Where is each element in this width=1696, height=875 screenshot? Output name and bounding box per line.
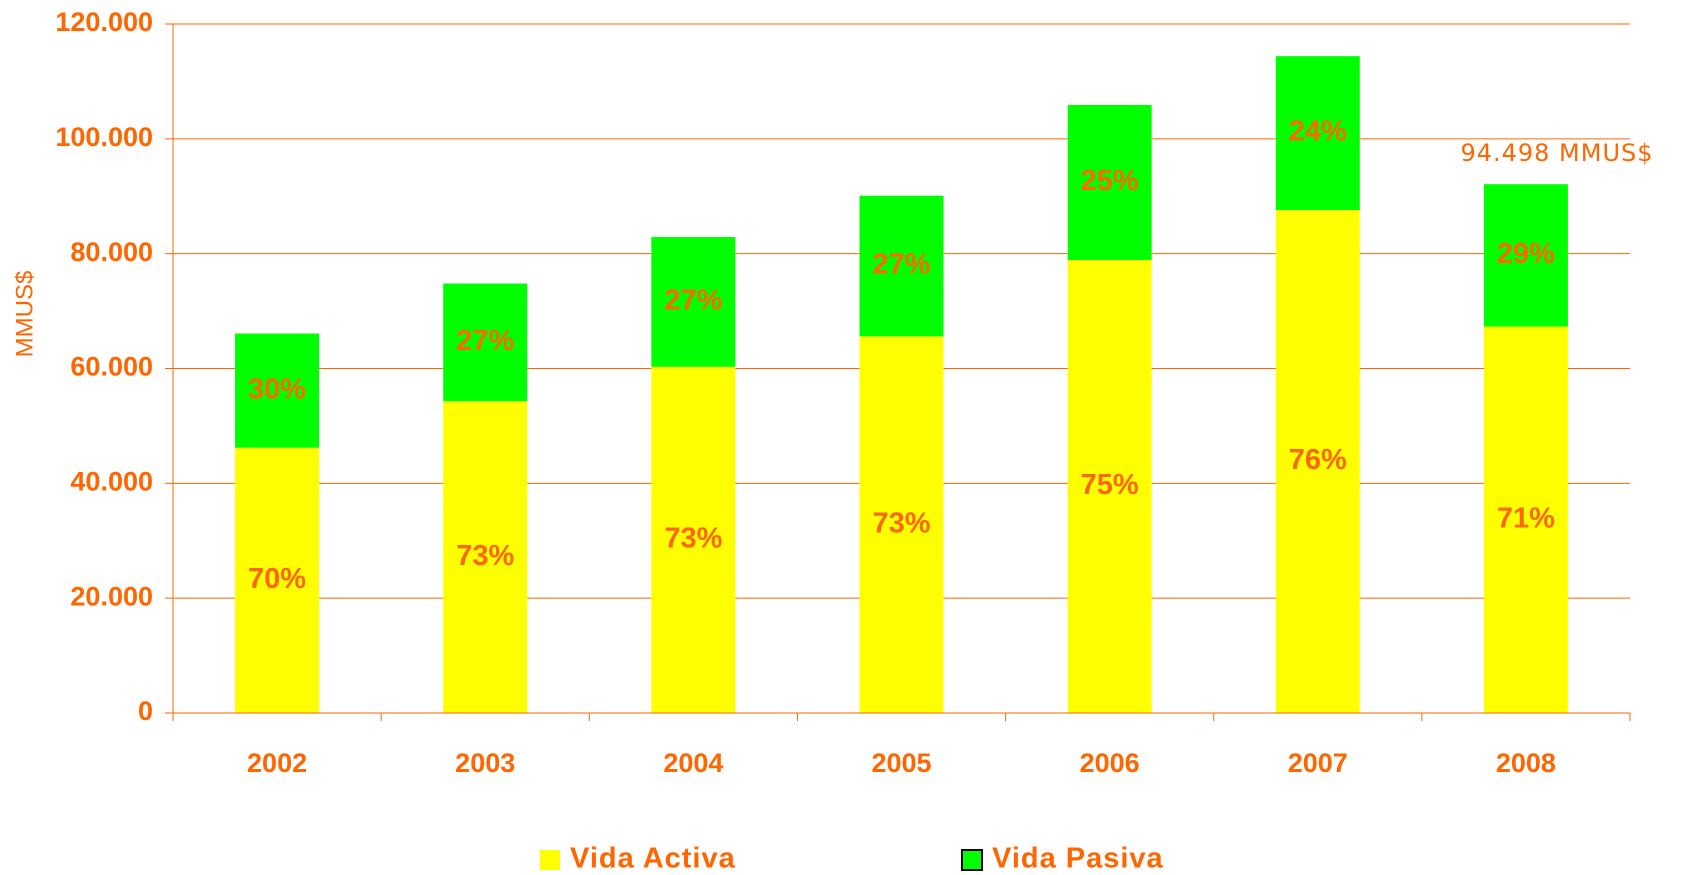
bar-segment bbox=[651, 366, 736, 713]
bar-segment bbox=[235, 447, 320, 713]
data-label: 25% bbox=[1081, 165, 1139, 197]
x-tick-label: 2005 bbox=[871, 748, 931, 778]
bar-segment bbox=[235, 333, 320, 448]
legend-label: Vida Pasiva bbox=[992, 843, 1164, 875]
data-label: 75% bbox=[1081, 469, 1139, 501]
data-label: 30% bbox=[248, 373, 306, 405]
bar-segment bbox=[443, 401, 528, 713]
x-tick-label: 2006 bbox=[1080, 748, 1140, 778]
bar-segment bbox=[651, 237, 736, 367]
data-label: 73% bbox=[872, 507, 930, 539]
data-label: 27% bbox=[872, 249, 930, 281]
bar-segment bbox=[1067, 104, 1152, 260]
bar-segment bbox=[1483, 326, 1568, 713]
x-tick-label: 2008 bbox=[1496, 748, 1556, 778]
y-tick-label: 80.000 bbox=[70, 237, 153, 267]
y-tick-label: 20.000 bbox=[70, 581, 153, 611]
y-tick-label: 0 bbox=[138, 696, 153, 726]
legend-label: Vida Activa bbox=[570, 843, 736, 875]
bar-segment bbox=[859, 195, 944, 337]
x-tick-label: 2002 bbox=[247, 748, 307, 778]
bar-segment bbox=[1067, 259, 1152, 713]
data-label: 70% bbox=[248, 563, 306, 595]
y-tick-label: 60.000 bbox=[70, 352, 153, 382]
data-label: 27% bbox=[456, 325, 514, 357]
legend-swatch bbox=[540, 850, 560, 870]
x-tick-label: 2004 bbox=[663, 748, 723, 778]
data-label: 29% bbox=[1497, 238, 1555, 270]
data-label: 73% bbox=[456, 540, 514, 572]
data-label: 27% bbox=[664, 285, 722, 317]
x-tick-label: 2003 bbox=[455, 748, 515, 778]
y-tick-label: 40.000 bbox=[70, 466, 153, 496]
data-label: 73% bbox=[664, 523, 722, 555]
legend-swatch bbox=[961, 849, 983, 871]
data-label: 76% bbox=[1289, 444, 1347, 476]
bar-segment bbox=[1275, 56, 1360, 211]
data-label: 24% bbox=[1289, 116, 1347, 148]
bar-segment bbox=[1483, 184, 1568, 327]
y-tick-label: 100.000 bbox=[55, 122, 153, 152]
x-tick-label: 2007 bbox=[1288, 748, 1348, 778]
annotation: 94.498 MMUS$ bbox=[1460, 139, 1653, 167]
y-tick-label: 120.000 bbox=[55, 7, 153, 37]
bar-segment bbox=[859, 336, 944, 713]
data-label: 71% bbox=[1497, 502, 1555, 534]
y-axis-label: MMUS$ bbox=[11, 271, 38, 358]
bar-segment bbox=[1275, 210, 1360, 713]
bar-segment bbox=[443, 283, 528, 402]
